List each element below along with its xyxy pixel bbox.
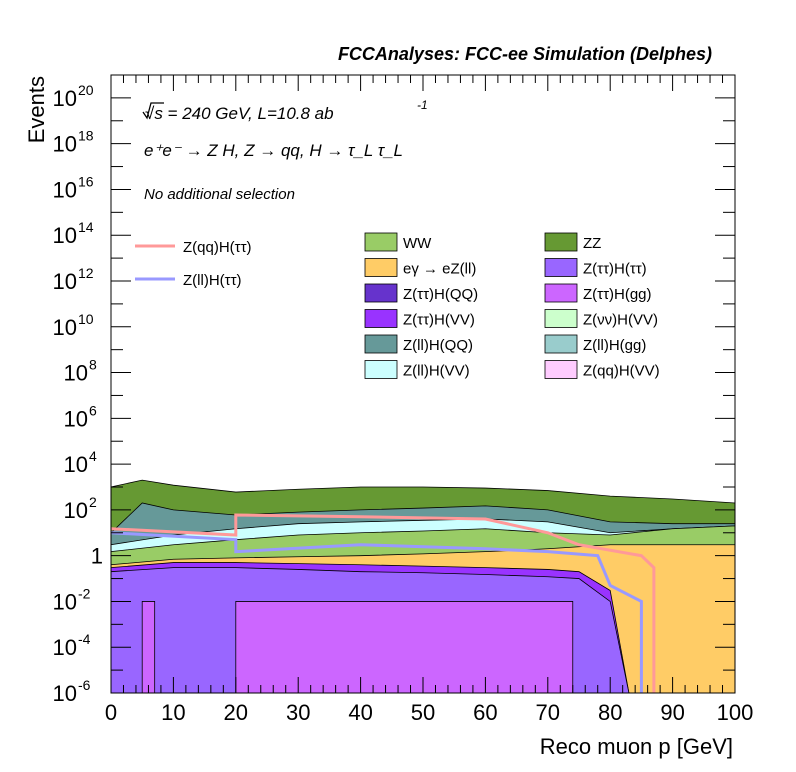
y-tick-exponent: -6 <box>78 677 91 693</box>
legend-signal-label: Z(qq)H(ττ) <box>183 239 252 256</box>
legend-label: Z(ττ)H(QQ) <box>403 286 478 303</box>
legend-swatch <box>364 334 398 354</box>
legend-label: WW <box>403 235 432 252</box>
annotation-process: e⁺e⁻ → Z H, Z → qq, H → τ_L τ_L <box>144 141 403 160</box>
y-tick-exponent: 16 <box>78 173 94 189</box>
x-tick-label: 70 <box>536 700 560 725</box>
energy-label: √s = 240 GeV, L=10.8 ab <box>145 104 334 123</box>
y-tick-exponent: -2 <box>78 585 91 601</box>
x-tick-label: 40 <box>348 700 372 725</box>
legend-label: Z(ll)H(VV) <box>403 363 470 380</box>
legend-swatch <box>364 258 398 277</box>
y-tick-label: 10 <box>64 498 88 523</box>
energy-text: √s = 240 GeV, L=10.8 ab <box>145 104 334 123</box>
y-tick-label: 10 <box>53 681 77 706</box>
legend-swatch <box>544 258 578 277</box>
legend-label: Z(ll)H(gg) <box>583 337 646 354</box>
x-tick-label: 50 <box>411 700 435 725</box>
legend-swatch <box>364 283 398 303</box>
legend-swatch <box>364 232 398 252</box>
x-tick-label: 100 <box>717 700 754 725</box>
y-tick-exponent: 8 <box>89 357 97 373</box>
legend-label: Z(qq)H(VV) <box>583 363 660 380</box>
y-tick-label: 10 <box>53 315 77 340</box>
y-tick-label: 10 <box>64 361 88 386</box>
y-tick-exponent: 2 <box>89 494 97 510</box>
legend-label: ZZ <box>583 235 601 252</box>
y-tick-label: 10 <box>53 177 77 202</box>
legend-swatch <box>544 360 578 379</box>
y-tick-label: 1 <box>91 544 103 569</box>
y-tick-exponent: 10 <box>78 311 94 327</box>
signal-line-z-qq-h- <box>110 513 656 693</box>
legend-swatch <box>544 309 578 328</box>
legend-label: Z(ll)H(QQ) <box>403 337 473 354</box>
legend-background: WW ZZ eγ → eZ(ll) Z(ττ)H(ττ) Z(ττ)H(QQ) Z(ττ)… <box>364 232 660 380</box>
energy-sup: -1 <box>417 98 428 112</box>
x-tick-label: 90 <box>660 700 684 725</box>
legend-label: Z(ττ)H(ττ) <box>583 261 647 278</box>
y-tick-label: 10 <box>64 406 88 431</box>
legend-label: Z(ττ)H(gg) <box>583 286 652 303</box>
y-axis-label: Events <box>24 76 49 143</box>
annotation-selection: No additional selection <box>144 186 295 203</box>
x-tick-label: 60 <box>473 700 497 725</box>
legend-label: Z(νν)H(VV) <box>583 312 658 329</box>
y-tick-label: 10 <box>53 86 77 111</box>
y-tick-exponent: 4 <box>89 448 97 464</box>
y-tick-label: 10 <box>53 589 77 614</box>
plot-area <box>110 479 736 694</box>
legend-swatch <box>544 334 578 354</box>
signal-line-z-ll-h- <box>110 531 643 693</box>
sqrt-symbol <box>142 102 164 120</box>
y-tick-exponent: 12 <box>78 265 94 281</box>
x-tick-label: 30 <box>286 700 310 725</box>
x-tick-label: 20 <box>224 700 248 725</box>
y-tick-exponent: 6 <box>89 402 97 418</box>
x-axis-label: Reco muon p [GeV] <box>540 734 733 759</box>
y-tick-exponent: 14 <box>78 219 94 235</box>
x-tick-label: 80 <box>598 700 622 725</box>
legend-swatch <box>364 309 398 328</box>
chart-title: FCCAnalyses: FCC-ee Simulation (Delphes) <box>338 44 712 64</box>
legend-label: eγ → eZ(ll) <box>403 261 476 278</box>
legend-signal-label: Z(ll)H(ττ) <box>183 272 242 289</box>
annotation-energy: √s = 240 GeV, L=10.8 ab -1 <box>142 98 428 123</box>
legend-swatch <box>544 283 578 303</box>
y-tick-exponent: 18 <box>78 128 94 144</box>
y-tick-label: 10 <box>53 635 77 660</box>
y-tick-label: 10 <box>53 132 77 157</box>
legend-signal: Z(qq)H(ττ) Z(ll)H(ττ) <box>135 239 252 289</box>
legend-label: Z(ττ)H(VV) <box>403 312 475 329</box>
x-tick-label: 10 <box>161 700 185 725</box>
legend-swatch <box>544 232 578 252</box>
y-tick-label: 10 <box>64 452 88 477</box>
y-tick-exponent: -4 <box>78 631 91 647</box>
legend-swatch <box>364 360 398 379</box>
y-tick-label: 10 <box>53 223 77 248</box>
y-tick-exponent: 20 <box>78 82 94 98</box>
y-tick-label: 10 <box>53 269 77 294</box>
x-tick-label: 0 <box>105 700 117 725</box>
